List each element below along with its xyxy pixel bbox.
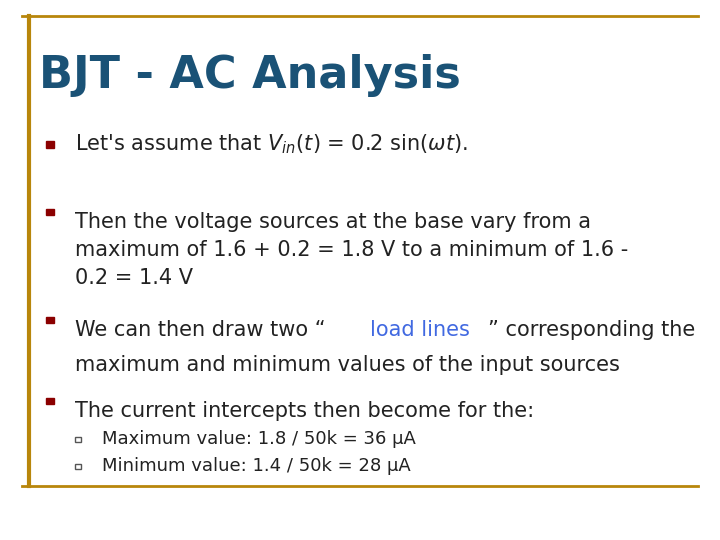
Text: BJT - AC Analysis: BJT - AC Analysis xyxy=(40,54,462,97)
Text: Let's assume that $V_{in}$$(t)$ = 0.2 sin($\omega t$).: Let's assume that $V_{in}$$(t)$ = 0.2 si… xyxy=(76,132,468,156)
Text: load lines: load lines xyxy=(370,320,470,340)
Text: Minimum value: 1.4 / 50k = 28 μA: Minimum value: 1.4 / 50k = 28 μA xyxy=(102,457,410,475)
Text: maximum and minimum values of the input sources: maximum and minimum values of the input … xyxy=(76,355,621,375)
Text: We can then draw two “: We can then draw two “ xyxy=(76,320,326,340)
Text: ” corresponding the: ” corresponding the xyxy=(487,320,695,340)
Bar xyxy=(46,141,54,148)
Text: Maximum value: 1.8 / 50k = 36 μA: Maximum value: 1.8 / 50k = 36 μA xyxy=(102,430,415,448)
Bar xyxy=(46,317,54,323)
Bar xyxy=(76,437,81,442)
Bar xyxy=(76,464,81,469)
Bar xyxy=(46,209,54,215)
Text: The current intercepts then become for the:: The current intercepts then become for t… xyxy=(76,401,534,421)
Bar xyxy=(46,398,54,404)
Text: Then the voltage sources at the base vary from a
maximum of 1.6 + 0.2 = 1.8 V to: Then the voltage sources at the base var… xyxy=(76,212,629,288)
